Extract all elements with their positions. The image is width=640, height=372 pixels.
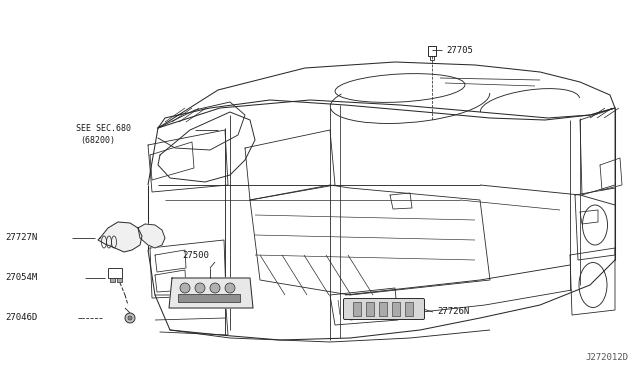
Bar bbox=[430, 56, 434, 60]
Circle shape bbox=[225, 283, 235, 293]
Circle shape bbox=[128, 316, 132, 320]
Bar bbox=[379, 302, 387, 316]
Polygon shape bbox=[169, 278, 253, 308]
Bar bbox=[117, 278, 122, 282]
Bar bbox=[110, 278, 115, 282]
Text: 27727N: 27727N bbox=[5, 232, 37, 241]
Text: 27726N: 27726N bbox=[437, 307, 469, 315]
Polygon shape bbox=[138, 224, 165, 248]
Text: 27046D: 27046D bbox=[5, 312, 37, 321]
Bar bbox=[108, 268, 122, 278]
Polygon shape bbox=[98, 222, 142, 252]
Circle shape bbox=[180, 283, 190, 293]
Bar bbox=[366, 302, 374, 316]
Bar bbox=[405, 302, 413, 316]
Text: 27500: 27500 bbox=[182, 250, 209, 260]
Text: J272012D: J272012D bbox=[585, 353, 628, 362]
Bar bbox=[353, 302, 361, 316]
Text: 27054M: 27054M bbox=[5, 273, 37, 282]
Bar bbox=[428, 46, 436, 56]
Bar bbox=[392, 302, 400, 316]
Text: 27705: 27705 bbox=[446, 45, 473, 55]
Circle shape bbox=[210, 283, 220, 293]
Text: SEE SEC.680: SEE SEC.680 bbox=[76, 124, 131, 132]
FancyBboxPatch shape bbox=[344, 298, 424, 320]
Bar bbox=[178, 294, 240, 302]
Circle shape bbox=[125, 313, 135, 323]
Text: (68200): (68200) bbox=[80, 135, 115, 144]
Circle shape bbox=[195, 283, 205, 293]
